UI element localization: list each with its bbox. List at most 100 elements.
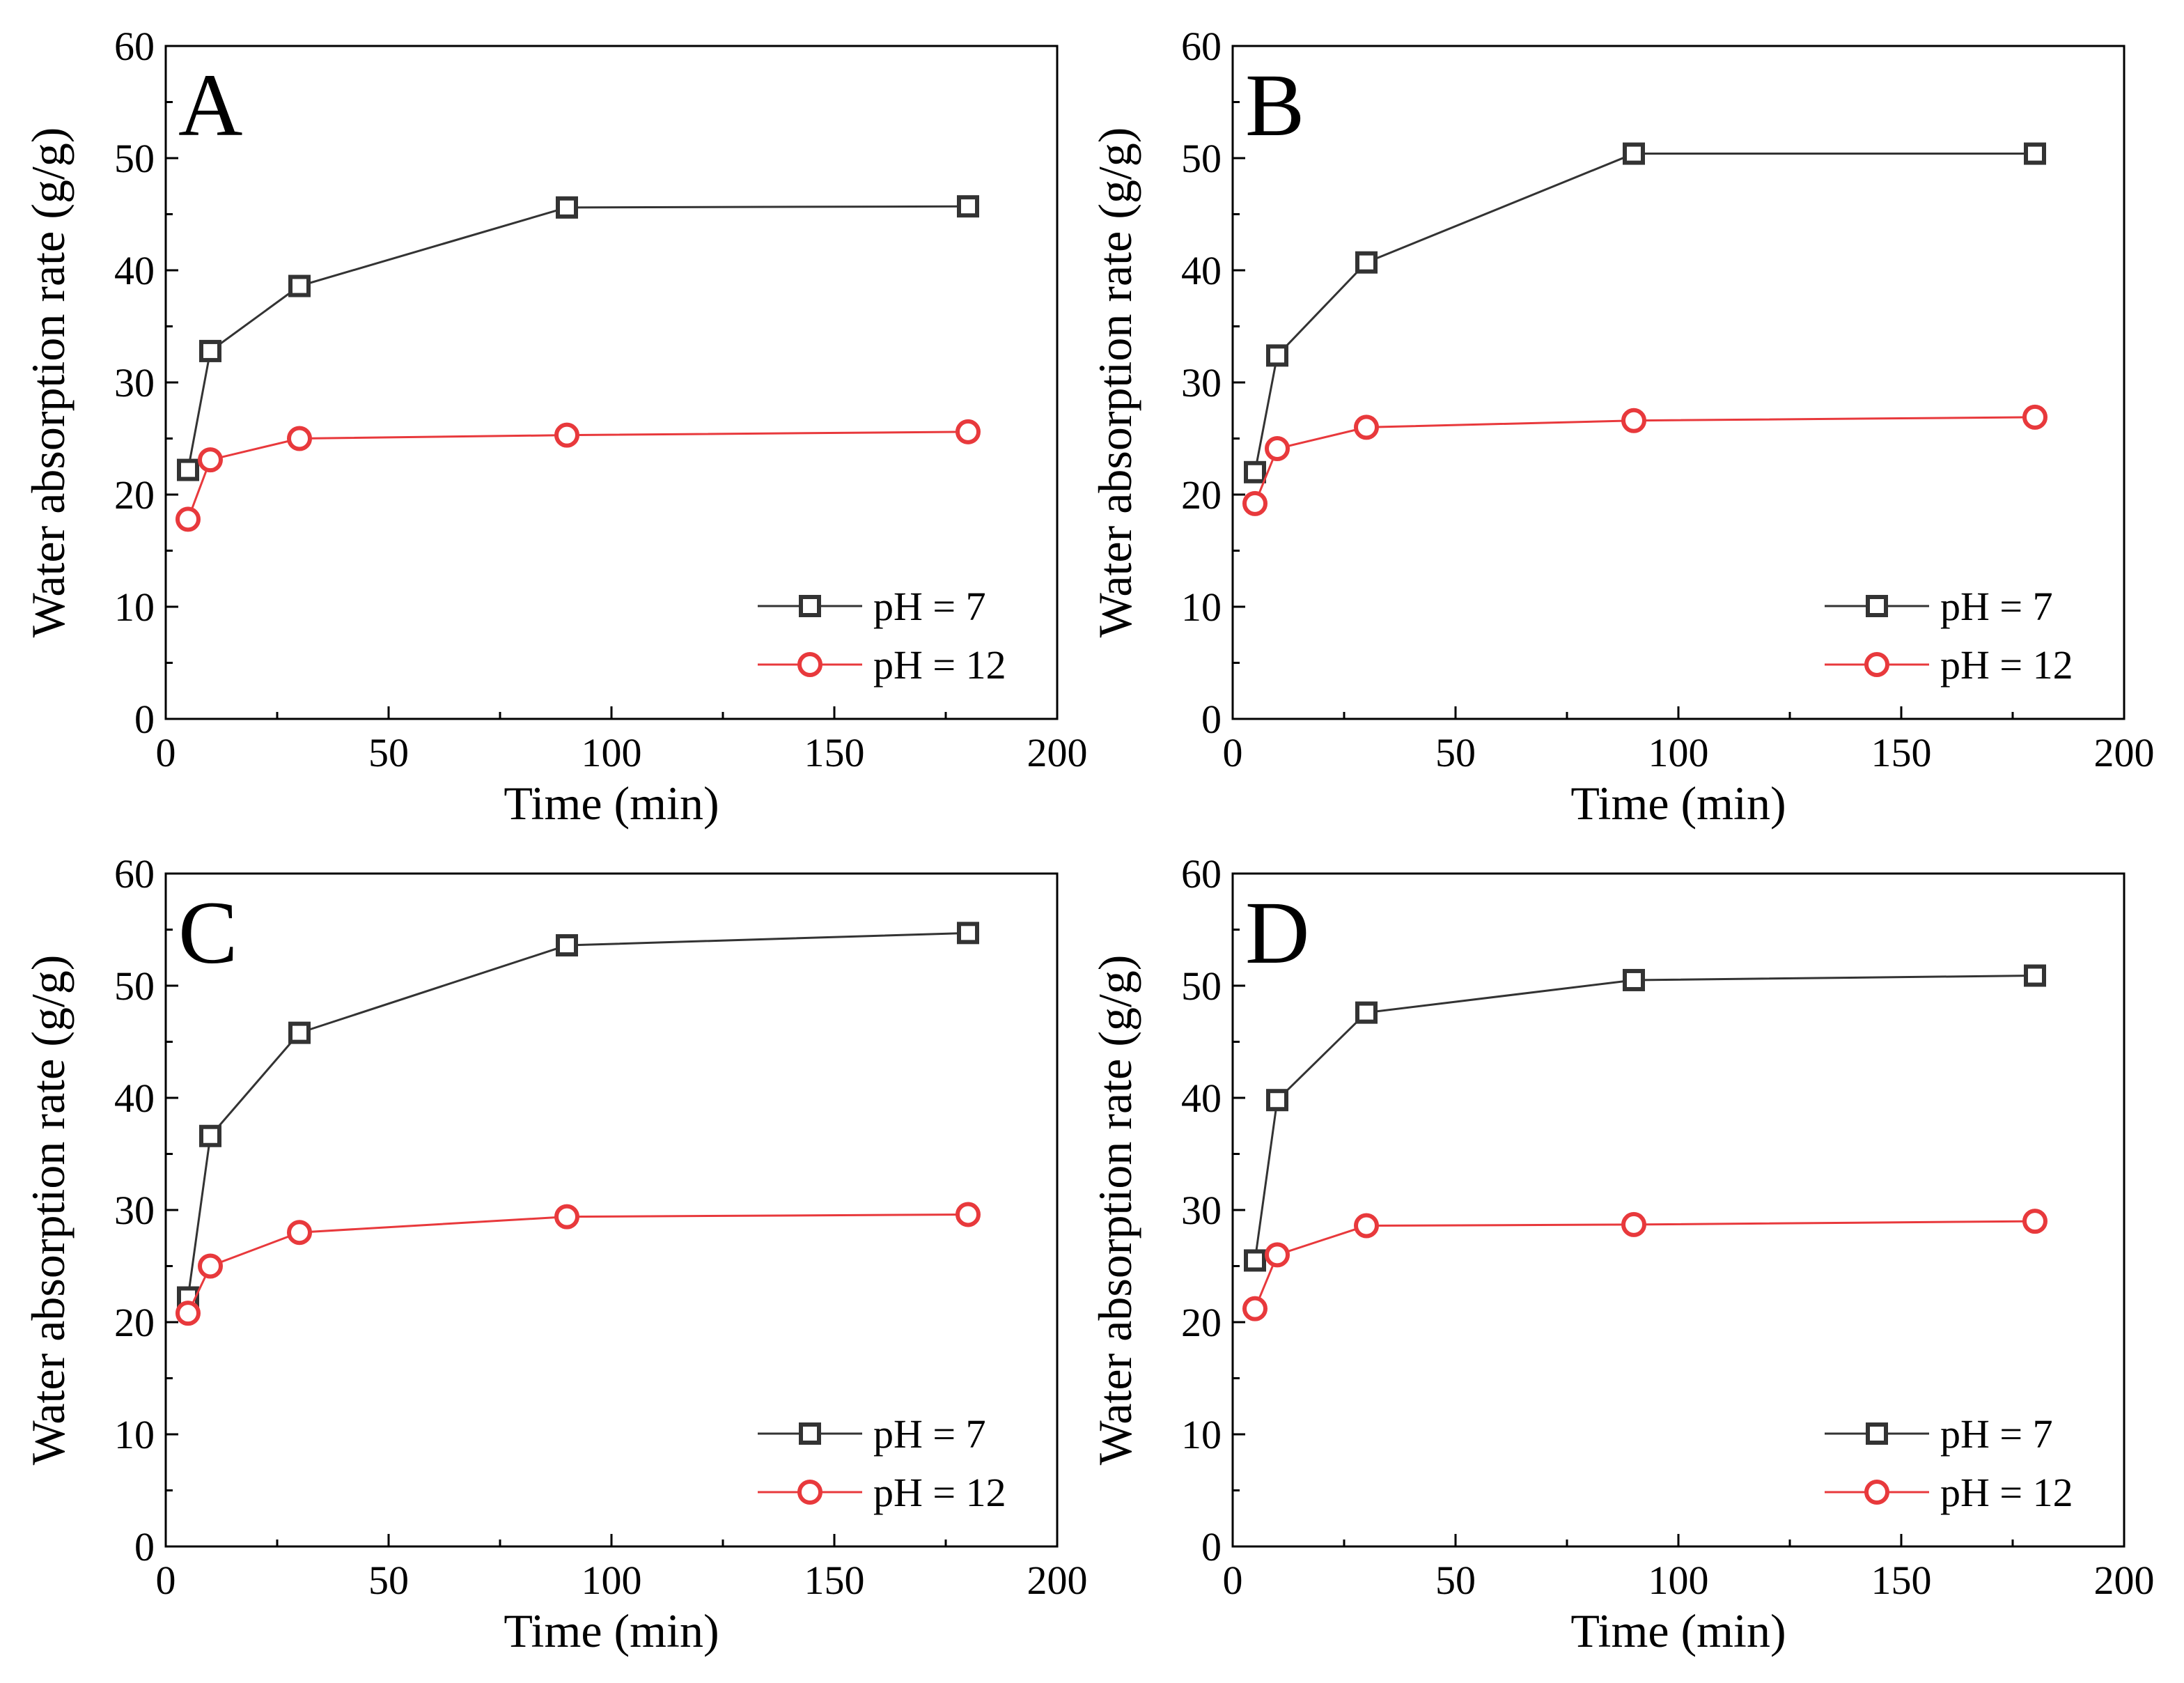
data-point-square <box>556 196 578 219</box>
data-point-circle <box>1354 414 1379 440</box>
panel-letter: B <box>1245 56 1304 155</box>
y-axis-title: Water absorption rate (g/g) <box>22 127 75 638</box>
legend-marker-square <box>1866 595 1888 617</box>
x-axis-title: Time (min) <box>1570 777 1786 830</box>
data-point-circle <box>956 419 981 444</box>
series-ph7 <box>177 195 979 481</box>
x-tick-label: 150 <box>1871 730 1932 775</box>
y-axis-title: Water absorption rate (g/g) <box>1089 127 1141 638</box>
y-tick-label: 0 <box>134 1524 155 1569</box>
data-point-circle <box>176 1301 201 1326</box>
x-tick-label: 0 <box>156 730 176 775</box>
y-tick-label: 30 <box>1181 1188 1222 1233</box>
data-point-square <box>1623 968 1645 991</box>
x-tick-label: 150 <box>1871 1558 1932 1603</box>
panel-letter: A <box>178 56 242 155</box>
x-axis-title: Time (min) <box>1570 1604 1786 1657</box>
x-tick-label: 0 <box>1223 1558 1243 1603</box>
data-point-circle <box>554 1204 579 1230</box>
series-ph12 <box>176 1202 981 1326</box>
data-point-square <box>957 922 979 945</box>
data-point-square <box>1266 1089 1288 1112</box>
y-tick-label: 10 <box>114 1412 155 1457</box>
y-tick-label: 10 <box>114 584 155 630</box>
x-tick-label: 200 <box>1027 730 1088 775</box>
y-tick-label: 60 <box>114 851 155 897</box>
data-point-square <box>1355 1001 1378 1024</box>
chart-panel-d: 0 50 100 150 200 0 10 20 30 40 50 60 Time (min) Water… <box>1089 851 2155 1657</box>
legend: pH = 7 pH = 12 <box>1825 584 2073 688</box>
legend-label: pH = 7 <box>1940 584 2053 629</box>
data-point-square <box>1355 251 1378 274</box>
y-axis-title: Water absorption rate (g/g) <box>22 955 75 1466</box>
legend: pH = 7 pH = 12 <box>758 1411 1006 1515</box>
legend-item-ph7: pH = 7 <box>758 1411 986 1457</box>
y-tick-label: 20 <box>114 1300 155 1345</box>
chart-panel-c: 0 50 100 150 200 0 10 20 30 40 50 60 Time (min) Water… <box>22 851 1088 1657</box>
legend-label: pH = 7 <box>873 1411 986 1457</box>
data-point-square <box>1266 344 1288 367</box>
chart-panel-a: 0 50 100 150 200 0 10 20 30 40 50 60 Time (min) Water… <box>22 24 1088 830</box>
y-tick-label: 30 <box>1181 360 1222 405</box>
legend-item-ph7: pH = 7 <box>1825 1411 2053 1457</box>
legend: pH = 7 pH = 12 <box>1825 1411 2073 1515</box>
legend-item-ph12: pH = 12 <box>758 1470 1006 1515</box>
x-tick-label: 100 <box>1648 1558 1709 1603</box>
data-point-square <box>556 934 578 957</box>
x-tick-label: 50 <box>368 730 409 775</box>
legend-marker-circle <box>797 1480 822 1505</box>
y-tick-label: 50 <box>114 963 155 1009</box>
legend: pH = 7 pH = 12 <box>758 584 1006 688</box>
data-point-circle <box>1621 1211 1646 1237</box>
y-tick-label: 0 <box>134 697 155 742</box>
data-point-circle <box>198 1253 223 1279</box>
x-axis-title: Time (min) <box>504 1604 719 1657</box>
x-tick-label: 100 <box>1648 730 1709 775</box>
y-tick-label: 20 <box>114 472 155 518</box>
y-tick-label: 50 <box>1181 136 1222 181</box>
series-ph7 <box>1244 964 2046 1272</box>
legend-marker-circle <box>797 652 822 677</box>
y-tick-label: 30 <box>114 360 155 405</box>
x-tick-label: 0 <box>156 1558 176 1603</box>
y-tick-label: 40 <box>114 1076 155 1121</box>
data-point-circle <box>287 1220 312 1246</box>
data-point-circle <box>2022 1209 2048 1234</box>
data-point-circle <box>287 426 312 451</box>
y-tick-label: 0 <box>1201 1524 1222 1569</box>
legend-label: pH = 7 <box>1940 1411 2053 1457</box>
data-point-circle <box>554 422 579 448</box>
x-tick-label: 50 <box>1435 1558 1476 1603</box>
data-point-circle <box>198 447 223 473</box>
y-tick-label: 30 <box>114 1188 155 1233</box>
data-point-square <box>177 458 199 481</box>
legend-marker-square <box>1866 1422 1888 1445</box>
legend-marker-square <box>799 1422 821 1445</box>
data-point-circle <box>1265 435 1290 461</box>
x-tick-label: 150 <box>804 1558 865 1603</box>
x-tick-label: 100 <box>582 730 642 775</box>
series-ph12 <box>1242 404 2048 516</box>
data-point-square <box>199 1124 221 1147</box>
legend-marker-circle <box>1864 1480 1889 1505</box>
data-point-circle <box>1265 1242 1290 1268</box>
legend-item-ph12: pH = 12 <box>1825 642 2073 688</box>
data-point-circle <box>956 1202 981 1227</box>
data-point-circle <box>1242 1296 1268 1321</box>
legend-label: pH = 7 <box>873 584 986 629</box>
x-tick-label: 150 <box>804 730 865 775</box>
y-tick-label: 20 <box>1181 1300 1222 1345</box>
x-tick-label: 200 <box>1027 1558 1088 1603</box>
y-tick-label: 60 <box>1181 851 1222 897</box>
x-tick-label: 50 <box>368 1558 409 1603</box>
data-point-square <box>1244 460 1266 483</box>
y-tick-label: 0 <box>1201 697 1222 742</box>
legend-label: pH = 12 <box>1940 642 2073 688</box>
data-point-circle <box>1242 490 1268 516</box>
data-point-circle <box>1621 408 1646 433</box>
y-tick-label: 20 <box>1181 472 1222 518</box>
x-tick-label: 200 <box>2094 1558 2155 1603</box>
series-ph7 <box>177 922 979 1309</box>
data-point-square <box>957 195 979 218</box>
